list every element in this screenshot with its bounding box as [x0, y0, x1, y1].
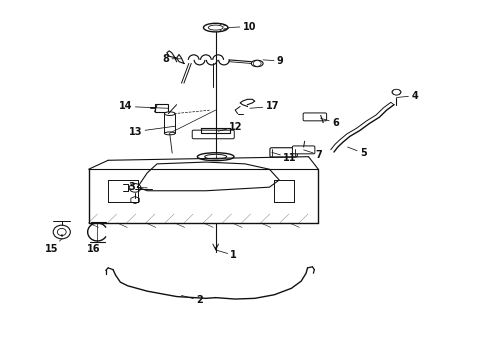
- Text: 9: 9: [263, 56, 284, 66]
- Ellipse shape: [205, 154, 227, 159]
- Text: 14: 14: [119, 102, 168, 112]
- FancyBboxPatch shape: [303, 113, 327, 121]
- Text: 5: 5: [347, 147, 367, 158]
- Text: 15: 15: [45, 239, 62, 254]
- FancyBboxPatch shape: [155, 104, 168, 112]
- Ellipse shape: [164, 112, 175, 116]
- Text: 17: 17: [250, 102, 279, 112]
- Circle shape: [129, 184, 141, 192]
- Text: 11: 11: [272, 152, 296, 163]
- Ellipse shape: [164, 132, 175, 135]
- Text: 6: 6: [321, 118, 339, 128]
- Text: 7: 7: [304, 150, 322, 160]
- Text: 1: 1: [216, 250, 237, 260]
- Text: 16: 16: [87, 240, 100, 254]
- Text: 10: 10: [228, 22, 256, 32]
- Text: 13: 13: [129, 126, 175, 136]
- Text: 8: 8: [162, 54, 181, 64]
- Ellipse shape: [57, 228, 66, 235]
- Circle shape: [253, 60, 261, 66]
- Text: 4: 4: [396, 91, 418, 101]
- Ellipse shape: [53, 225, 71, 239]
- Ellipse shape: [392, 89, 401, 95]
- FancyBboxPatch shape: [270, 148, 297, 157]
- Circle shape: [392, 89, 400, 95]
- Ellipse shape: [208, 25, 223, 30]
- FancyBboxPatch shape: [293, 146, 315, 154]
- Text: 2: 2: [181, 295, 203, 305]
- Ellipse shape: [203, 23, 228, 32]
- Ellipse shape: [251, 60, 263, 67]
- Ellipse shape: [197, 153, 234, 161]
- Text: 3: 3: [128, 182, 147, 192]
- Text: 12: 12: [218, 122, 243, 132]
- FancyBboxPatch shape: [192, 130, 234, 139]
